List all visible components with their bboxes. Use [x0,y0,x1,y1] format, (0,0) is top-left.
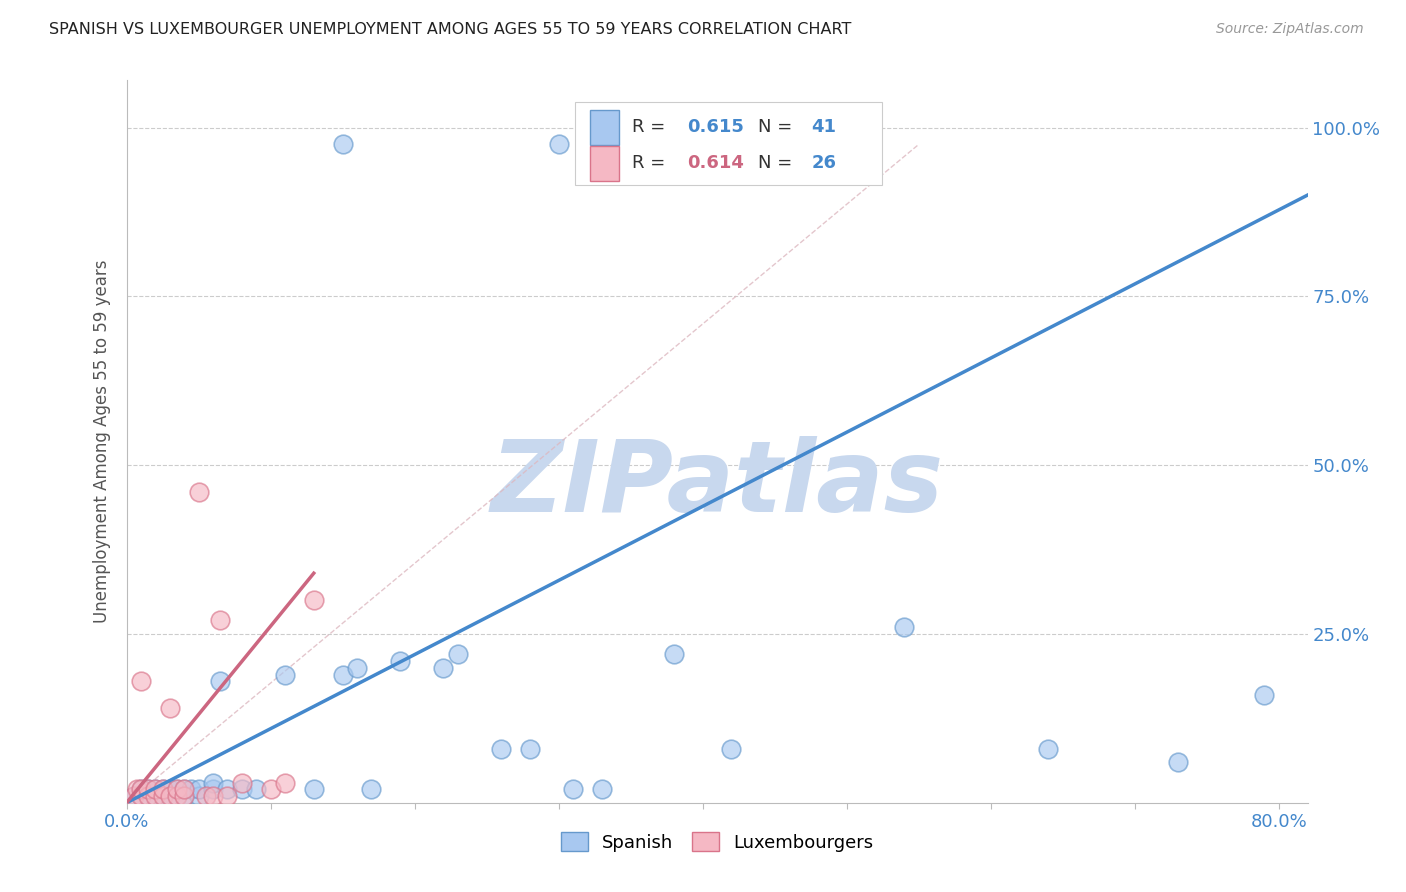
Point [129,789,152,803]
Point [201,782,224,797]
Point [591,782,613,797]
Text: 26: 26 [811,154,837,172]
Point [1038,741,1060,756]
Point [166,782,188,797]
Point [332,137,354,152]
Point [159,782,181,797]
Point [447,647,470,661]
Point [360,782,382,797]
Point [231,775,253,789]
Point [662,647,685,661]
Point [274,667,297,681]
Point [166,789,188,803]
Point [136,789,159,803]
Point [187,782,209,797]
FancyBboxPatch shape [575,102,883,185]
Point [201,775,224,789]
Point [152,789,174,803]
Point [143,782,166,797]
Point [432,661,454,675]
Y-axis label: Unemployment Among Ages 55 to 59 years: Unemployment Among Ages 55 to 59 years [93,260,111,624]
Text: ZIPatlas: ZIPatlas [491,436,943,533]
Point [274,775,297,789]
Point [217,789,239,803]
Text: N =: N = [758,119,799,136]
Point [136,782,159,797]
Point [562,782,585,797]
Text: R =: R = [633,154,671,172]
FancyBboxPatch shape [589,110,619,145]
Point [129,674,152,689]
Point [129,782,152,797]
Point [152,782,174,797]
Point [159,789,181,803]
Point [201,789,224,803]
Legend: Spanish, Luxembourgers: Spanish, Luxembourgers [554,825,880,859]
Point [346,661,368,675]
Point [143,789,166,803]
Point [173,782,195,797]
Point [302,782,325,797]
Point [129,782,152,797]
Point [1253,688,1275,702]
Point [187,789,209,803]
Point [143,789,166,803]
Point [125,782,148,797]
Point [152,789,174,803]
Point [547,137,569,152]
Text: 0.614: 0.614 [688,154,744,172]
Point [122,789,145,803]
Text: Source: ZipAtlas.com: Source: ZipAtlas.com [1216,22,1364,37]
Point [217,782,239,797]
Point [194,789,217,803]
Point [166,789,188,803]
Point [180,782,202,797]
Text: 0.615: 0.615 [688,119,744,136]
Point [159,701,181,715]
Point [122,789,145,803]
Point [173,782,195,797]
Point [209,674,232,689]
Point [173,789,195,803]
Text: R =: R = [633,119,671,136]
Point [302,593,325,607]
Text: N =: N = [758,154,799,172]
Point [152,782,174,797]
Point [519,741,541,756]
Point [187,485,209,500]
FancyBboxPatch shape [589,146,619,181]
Point [245,782,267,797]
Point [259,782,281,797]
Point [136,789,159,803]
Point [166,782,188,797]
Point [893,620,915,634]
Point [173,789,195,803]
Point [1167,756,1189,770]
Point [136,782,159,797]
Point [231,782,253,797]
Point [489,741,512,756]
Text: SPANISH VS LUXEMBOURGER UNEMPLOYMENT AMONG AGES 55 TO 59 YEARS CORRELATION CHART: SPANISH VS LUXEMBOURGER UNEMPLOYMENT AMO… [49,22,852,37]
Point [209,614,232,628]
Point [159,789,181,803]
Point [720,741,742,756]
Point [143,782,166,797]
Text: 41: 41 [811,119,837,136]
Point [389,654,412,668]
Point [129,789,152,803]
Point [332,667,354,681]
